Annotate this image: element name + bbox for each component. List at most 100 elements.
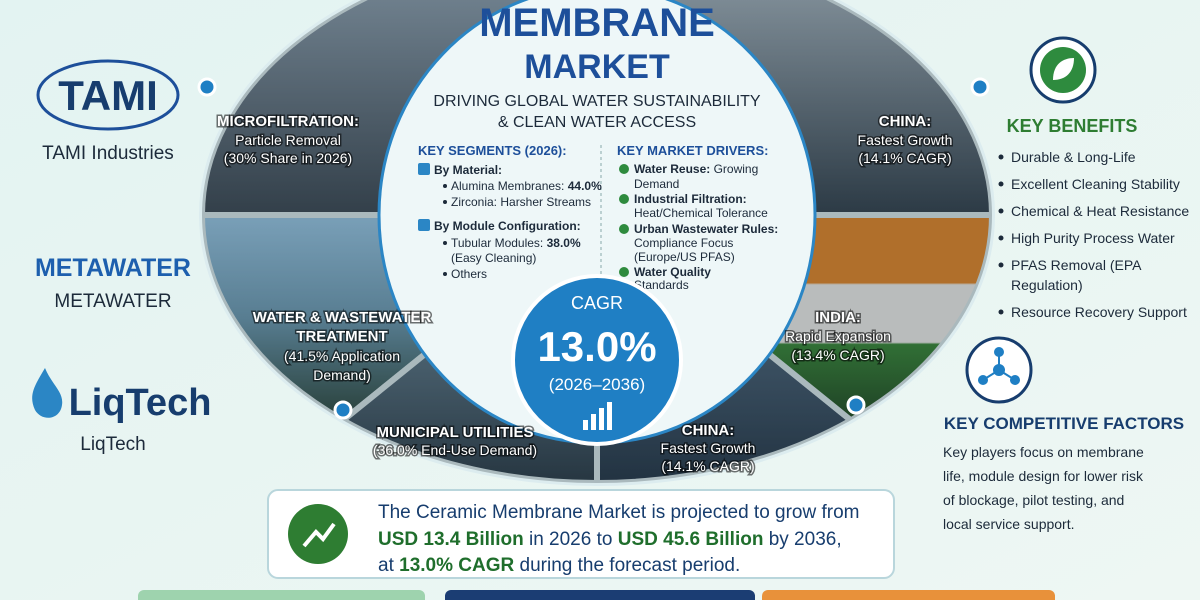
logo-caption: LiqTech — [80, 434, 146, 455]
check — [619, 224, 629, 234]
benefit-item: Excellent Cleaning Stability — [1011, 176, 1180, 192]
item: Alumina Membranes: 44.0% — [451, 179, 602, 193]
icon-node — [1010, 375, 1020, 385]
icon-node — [978, 375, 988, 385]
segment-labels: MICROFILTRATION: Particle Removal (30% S… — [216, 112, 954, 476]
section-heading: KEY MARKET DRIVERS: — [617, 143, 768, 158]
icon-bar — [607, 402, 612, 430]
segment-text: (30% Share in 2026) — [224, 150, 352, 166]
bottom-bar — [138, 590, 425, 600]
bottom-bar — [762, 590, 1055, 600]
item-note: (Easy Cleaning) — [451, 251, 536, 265]
driver: Water Reuse: Growing — [634, 162, 758, 176]
bullet — [998, 262, 1004, 268]
icon — [418, 219, 430, 231]
summary-highlight: USD 45.6 Billion — [618, 529, 764, 550]
segment-title: INDIA: — [815, 309, 861, 326]
summary-text: at — [378, 555, 399, 576]
icon-node — [994, 347, 1004, 357]
summary-text: by 2036, — [763, 529, 841, 550]
item: Tubular Modules: 38.0% — [451, 236, 581, 250]
growth-icon — [583, 402, 612, 430]
bottom-bars — [138, 590, 1055, 600]
driver-text: Compliance Focus — [634, 236, 733, 250]
check-icons — [619, 164, 629, 277]
competitive-text: Key players focus on membrane life, modul… — [943, 444, 1144, 532]
segment-title: CHINA: — [682, 422, 735, 439]
bullet — [443, 184, 447, 188]
benefit-item: High Purity Process Water — [1011, 230, 1175, 246]
logo-ring — [36, 59, 180, 131]
logo: METAWATER — [35, 254, 191, 282]
subtitle: DRIVING GLOBAL WATER SUSTAINABILITY — [433, 93, 761, 110]
segment-text: Particle Removal — [235, 132, 341, 148]
segment-text: Fastest Growth — [858, 132, 953, 148]
segment-title: TREATMENT — [296, 328, 387, 345]
section-heading: KEY SEGMENTS (2026): — [418, 143, 567, 158]
item-label: Alumina Membranes: — [451, 179, 564, 193]
ring-dots — [197, 77, 990, 420]
icon-bar — [583, 420, 588, 430]
driver-label: Industrial Filtration: — [634, 192, 747, 206]
segment-title: MUNICIPAL UTILITIES — [377, 424, 534, 441]
summary-icon-arrow — [302, 522, 336, 548]
bullet — [998, 181, 1004, 187]
item-value: 44.0% — [568, 179, 602, 193]
competitive-heading: KEY COMPETITIVE FACTORS — [944, 414, 1184, 433]
group-heading: By Module Configuration: — [434, 219, 581, 233]
logo-caption: TAMI Industries — [42, 143, 174, 164]
icon — [418, 163, 430, 175]
cagr-value: 13.0% — [537, 323, 656, 370]
benefit-item: Regulation) — [1011, 277, 1083, 293]
bullet — [443, 241, 447, 245]
cagr-circle — [511, 274, 683, 446]
summary-line: at 13.0% CAGR during the forecast period… — [378, 555, 740, 576]
segment-text: (13.4% CAGR) — [791, 347, 884, 363]
benefits-heading: KEY BENEFITS — [1007, 116, 1138, 136]
driver-label: Water Reuse: — [634, 162, 710, 176]
logo-caption: METAWATER — [54, 291, 171, 312]
driver-text: Standards — [634, 278, 689, 292]
benefit-item: Resource Recovery Support — [1011, 304, 1187, 320]
dot — [333, 400, 353, 420]
benefit-item: Chemical & Heat Resistance — [1011, 203, 1189, 219]
segment-text: Fastest Growth — [661, 440, 756, 456]
center-content: MEMBRANE MARKET DRIVING GLOBAL WATER SUS… — [418, 1, 778, 446]
item: Others — [451, 267, 487, 281]
icon-bar — [599, 408, 604, 430]
check — [619, 194, 629, 204]
summary-line: USD 13.4 Billion in 2026 to USD 45.6 Bil… — [378, 529, 842, 550]
summary-text: in 2026 to — [524, 529, 618, 550]
icon-node — [993, 364, 1005, 376]
segment-text: (14.1% CAGR) — [661, 458, 754, 474]
driver-text: (Europe/US PFAS) — [634, 250, 735, 264]
cagr-period: (2026–2036) — [549, 375, 645, 394]
logo: LiqTech — [69, 382, 212, 424]
summary-bg — [267, 489, 895, 579]
summary-highlight: 13.0% CAGR — [399, 555, 514, 576]
bullet — [998, 154, 1004, 160]
segment-text: (36.0% End-Use Demand) — [373, 442, 537, 458]
segment-text: Demand) — [313, 367, 371, 383]
check — [619, 164, 629, 174]
driver-label: Urban Wastewater Rules: — [634, 222, 778, 236]
dot — [846, 395, 866, 415]
dot — [970, 77, 990, 97]
competitive-line: Key players focus on membrane — [943, 444, 1144, 460]
benefit-item: Durable & Long-Life — [1011, 149, 1136, 165]
logos: TAMI TAMI Industries METAWATER METAWATER… — [32, 59, 212, 455]
logo-drop — [32, 368, 63, 418]
summary-box: The Ceramic Membrane Market is projected… — [267, 489, 895, 579]
bullet — [998, 235, 1004, 241]
segment-title: WATER & WASTEWATER — [253, 309, 432, 326]
leaf — [1053, 58, 1074, 80]
competitive-line: life, module design for lower risk — [943, 468, 1144, 484]
summary-highlight: USD 13.4 Billion — [378, 529, 524, 550]
item: Zirconia: Harsher Streams — [451, 195, 591, 209]
bullet — [998, 208, 1004, 214]
segment-title: CHINA: — [879, 113, 932, 130]
bottom-bar — [445, 590, 755, 600]
group-heading: By Material: — [434, 163, 502, 177]
